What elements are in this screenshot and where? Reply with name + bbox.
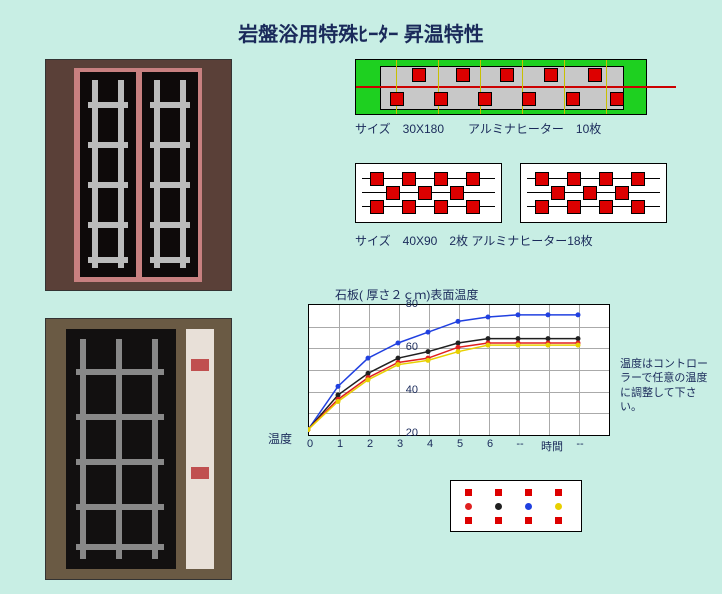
diagram1-caption: サイズ 30X180 アルミナヒーター 10枚 xyxy=(355,120,601,137)
xtick: 1 xyxy=(330,438,350,450)
heater-diagram-30x180 xyxy=(355,59,647,115)
ytick: 40 xyxy=(388,384,418,396)
chart-note: 温度はコントローラーで任意の温度に調整して下さい。 xyxy=(620,357,712,414)
xtick: 3 xyxy=(390,438,410,450)
page-title: 岩盤浴用特殊ﾋｰﾀｰ 昇温特性 xyxy=(0,18,722,47)
xtick: 2 xyxy=(360,438,380,450)
xtick: 5 xyxy=(450,438,470,450)
xtick: 6 xyxy=(480,438,500,450)
xtick: -- xyxy=(510,438,530,450)
xtick: 0 xyxy=(300,438,320,450)
y-axis-label: 温度 xyxy=(268,430,292,447)
xtick: 時間 xyxy=(537,438,567,454)
heater-photo-large xyxy=(45,59,232,291)
chart-lines xyxy=(308,304,608,434)
heater-diagram-40x90-left xyxy=(355,163,502,223)
diagram2-caption: サイズ 40X90 2枚 アルミナヒーター18枚 xyxy=(355,232,593,249)
chart-legend xyxy=(450,480,582,532)
xtick: -- xyxy=(570,438,590,450)
ytick: 80 xyxy=(388,298,418,310)
ytick: 60 xyxy=(388,341,418,353)
heater-diagram-40x90-right xyxy=(520,163,667,223)
heater-photo-small xyxy=(45,318,232,580)
xtick: 4 xyxy=(420,438,440,450)
